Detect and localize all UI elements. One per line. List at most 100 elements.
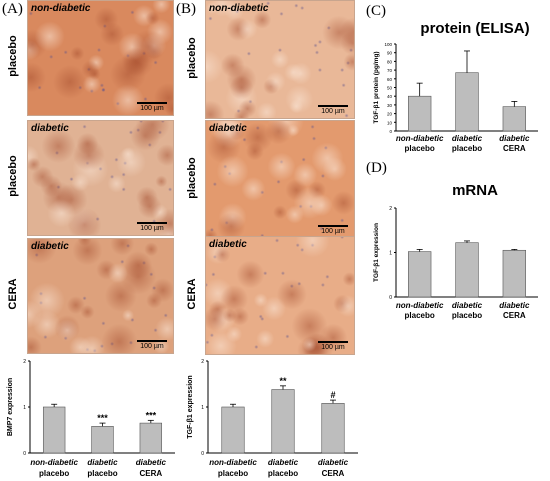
bar (91, 426, 114, 454)
y-tick-label: 50 (387, 86, 393, 91)
scale-bar-line (318, 225, 348, 227)
row-label-b-1: placebo (186, 36, 198, 79)
scale-bar-line (137, 102, 167, 104)
panel-label-c: (C) (366, 3, 386, 19)
row-label-a-1: placebo (7, 35, 19, 77)
scale-bar-label: 100 µm (140, 225, 164, 232)
chart-title-elisa: protein (ELISA) (420, 20, 530, 37)
y-tick-label: 0 (201, 451, 204, 457)
scale-bar-label: 100 µm (321, 228, 345, 235)
category-label: diabetic (452, 134, 483, 143)
micrograph-tag: diabetic (31, 241, 69, 252)
chart-bmp7: 0 1 2 BMP7 expression non-diabetic placebo ***… (7, 359, 175, 478)
category-label: placebo (405, 144, 435, 153)
row-label-b-2: placebo (186, 156, 198, 199)
chart-tgf-b: 0 1 2 TGF-β1 expression non-diabetic placebo *… (187, 359, 358, 478)
category-label: CERA (322, 469, 345, 478)
bar (408, 251, 432, 298)
scale-bar: 100 µm (318, 105, 348, 115)
y-tick-label: 70 (387, 68, 393, 73)
y-tick-label: 0 (389, 295, 392, 301)
scale-bar-label: 100 µm (140, 105, 164, 112)
micrograph-tag: diabetic (209, 123, 247, 134)
y-tick-label: 10 (387, 120, 393, 125)
micrograph-tag: diabetic (31, 123, 69, 134)
scale-bar: 100 µm (137, 102, 167, 112)
scale-bar-line (137, 340, 167, 342)
category-label: placebo (452, 311, 482, 320)
y-tick-label: 30 (387, 103, 393, 108)
significance-label: # (330, 390, 335, 400)
bar (139, 422, 163, 454)
scale-bar: 100 µm (137, 222, 167, 232)
bar (408, 95, 432, 132)
category-label: diabetic (499, 301, 530, 310)
category-label: non-diabetic (396, 134, 444, 143)
category-label: non-diabetic (209, 458, 257, 467)
panel-label-a: (A) (2, 1, 23, 17)
micrograph-a-2: diabetic 100 µm (27, 120, 174, 236)
scale-bar-line (318, 105, 348, 107)
panel-label-d: (D) (366, 160, 387, 176)
micrograph-b-2: diabetic 100 µm (205, 120, 355, 239)
scale-bar-line (137, 222, 167, 224)
scale-bar: 100 µm (318, 341, 348, 351)
category-label: diabetic (87, 458, 118, 467)
scale-bar: 100 µm (318, 225, 348, 235)
bar (221, 406, 245, 454)
y-tick-label: 80 (387, 59, 393, 64)
y-tick-label: 60 (387, 77, 393, 82)
y-tick-label: 40 (387, 94, 393, 99)
bar (455, 242, 479, 298)
significance-label: ** (279, 376, 287, 386)
y-tick-label: 2 (389, 206, 392, 212)
chart-title-mrna: mRNA (452, 182, 498, 199)
y-tick-label: 2 (23, 359, 26, 365)
category-label: non-diabetic (30, 458, 78, 467)
category-label: placebo (39, 469, 69, 478)
category-label: diabetic (318, 458, 349, 467)
y-axis-label: BMP7 expression (7, 378, 14, 436)
y-tick-label: 0 (389, 129, 392, 134)
y-axis-label: TGF-β1 expression (373, 223, 380, 282)
row-label-a-3: CERA (7, 278, 19, 310)
y-tick-label: 0 (23, 451, 26, 457)
category-label: placebo (218, 469, 248, 478)
y-tick-label: 1 (23, 405, 26, 411)
category-label: CERA (503, 144, 526, 153)
micrograph-a-3: diabetic 100 µm (27, 238, 174, 354)
panel-label-b: (B) (176, 1, 196, 17)
y-axis-label: TGF-β1 protein (pg/mg) (373, 51, 380, 123)
bar (455, 72, 479, 132)
micrograph-tag: non-diabetic (31, 3, 91, 14)
category-label: placebo (87, 469, 117, 478)
micrograph-b-3: diabetic 100 µm (205, 236, 355, 355)
category-label: CERA (139, 469, 162, 478)
category-label: diabetic (452, 301, 483, 310)
y-tick-label: 100 (384, 42, 392, 47)
category-label: CERA (503, 311, 526, 320)
row-label-b-3: CERA (186, 277, 198, 310)
bar (502, 106, 526, 132)
y-tick-label: 1 (201, 405, 204, 411)
category-label: placebo (452, 144, 482, 153)
significance-label: *** (97, 413, 108, 423)
y-tick-label: 1 (389, 251, 392, 257)
bar (42, 406, 66, 454)
row-label-a-2: placebo (7, 155, 19, 197)
y-tick-label: 2 (201, 359, 204, 365)
category-label: non-diabetic (396, 301, 444, 310)
category-label: placebo (405, 311, 435, 320)
bar (271, 389, 295, 454)
category-label: diabetic (268, 458, 299, 467)
significance-label: *** (146, 410, 157, 420)
micrograph-b-1: non-diabetic 100 µm (205, 0, 355, 119)
micrograph-tag: non-diabetic (209, 3, 269, 14)
scale-bar-line (318, 341, 348, 343)
chart-elisa: 0 10 20 30 40 50 60 70 80 90 100 TGF-β1 protein (pg… (373, 42, 538, 153)
micrograph-tag: diabetic (209, 239, 247, 250)
category-label: diabetic (136, 458, 167, 467)
y-tick-label: 20 (387, 112, 393, 117)
category-label: diabetic (499, 134, 530, 143)
